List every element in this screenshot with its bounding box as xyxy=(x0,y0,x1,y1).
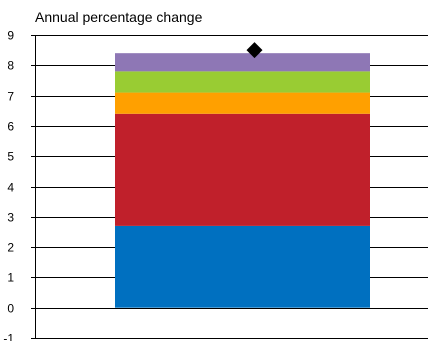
total-diamond-marker xyxy=(246,42,263,59)
y-tick-label-10: 9 xyxy=(7,29,14,43)
y-tick-label-4: 3 xyxy=(7,211,14,225)
y-axis-tick-labels: -1 0 1 2 3 4 5 6 7 8 9 xyxy=(3,29,35,341)
y-tick-label-7: 6 xyxy=(7,120,14,134)
y-tick-label-6: 5 xyxy=(7,150,14,164)
bar-segment-3 xyxy=(115,71,370,93)
bar-segment-0 xyxy=(115,225,370,308)
y-tick-label-3: 2 xyxy=(7,241,14,255)
y-tick-label-8: 7 xyxy=(7,90,14,104)
stacked-bar xyxy=(115,53,370,308)
total-marker xyxy=(246,42,263,59)
chart-subtitle: Annual percentage change xyxy=(35,9,203,25)
y-tick-label-1: 0 xyxy=(7,302,14,316)
bar-segment-2 xyxy=(115,92,370,114)
bar-segment-1 xyxy=(115,113,370,226)
y-tick-label-0: -1 xyxy=(3,332,14,341)
y-tick-label-2: 1 xyxy=(7,271,14,285)
bar-segment-4 xyxy=(115,53,370,72)
y-tick-label-5: 4 xyxy=(7,181,14,195)
y-tick-label-9: 8 xyxy=(7,59,14,73)
